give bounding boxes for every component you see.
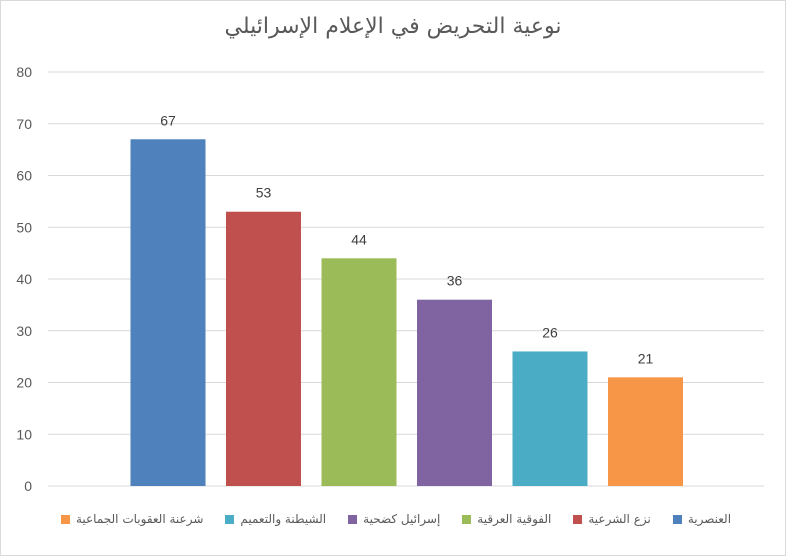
legend-label: نزع الشرعية bbox=[588, 512, 651, 526]
y-tick-label: 60 bbox=[16, 168, 32, 184]
y-tick-label: 50 bbox=[16, 219, 32, 235]
y-tick-label: 80 bbox=[16, 64, 32, 80]
chart-title: نوعية التحريض في الإعلام الإسرائيلي bbox=[224, 14, 562, 39]
legend-label: العنصرية bbox=[687, 512, 732, 526]
legend-item: إسرائيل كضحية bbox=[348, 512, 440, 526]
chart-legend: شرعنة العقوبات الجماعية الشيطنة والتعميم إ… bbox=[36, 512, 756, 526]
bar-value-label: 67 bbox=[160, 112, 176, 128]
bar-value-label: 44 bbox=[351, 231, 367, 247]
y-tick-label: 20 bbox=[16, 375, 32, 391]
y-tick-label: 70 bbox=[16, 116, 32, 132]
bar-value-label: 53 bbox=[256, 185, 272, 201]
bar bbox=[226, 211, 301, 486]
legend-label: شرعنة العقوبات الجماعية bbox=[75, 512, 204, 526]
legend-swatch bbox=[672, 514, 682, 524]
legend-item: الفوقية العرقية bbox=[462, 512, 551, 526]
legend-item: نزع الشرعية bbox=[573, 512, 651, 526]
bar-value-label: 21 bbox=[638, 350, 654, 366]
legend-label: الفوقية العرقية bbox=[477, 512, 552, 526]
legend-item: الشيطنة والتعميم bbox=[225, 512, 326, 526]
y-tick-label: 10 bbox=[16, 426, 32, 442]
legend-item: العنصرية bbox=[672, 512, 732, 526]
legend-swatch bbox=[348, 514, 358, 524]
legend-swatch bbox=[225, 514, 235, 524]
bar bbox=[512, 351, 588, 486]
legend-item: شرعنة العقوبات الجماعية bbox=[60, 512, 204, 526]
legend-label: إسرائيل كضحية bbox=[363, 512, 441, 526]
bar bbox=[130, 139, 206, 486]
y-tick-label: 30 bbox=[16, 323, 32, 339]
legend-swatch bbox=[462, 514, 472, 524]
legend-label: الشيطنة والتعميم bbox=[240, 512, 327, 526]
bar bbox=[608, 377, 683, 486]
y-tick-label: 40 bbox=[16, 271, 32, 287]
bar bbox=[321, 258, 397, 486]
legend-swatch bbox=[573, 514, 583, 524]
bar bbox=[417, 299, 492, 486]
bar-value-label: 26 bbox=[542, 324, 558, 340]
bar-value-label: 36 bbox=[447, 273, 463, 289]
legend-swatch bbox=[60, 514, 70, 524]
y-tick-label: 0 bbox=[24, 478, 32, 494]
